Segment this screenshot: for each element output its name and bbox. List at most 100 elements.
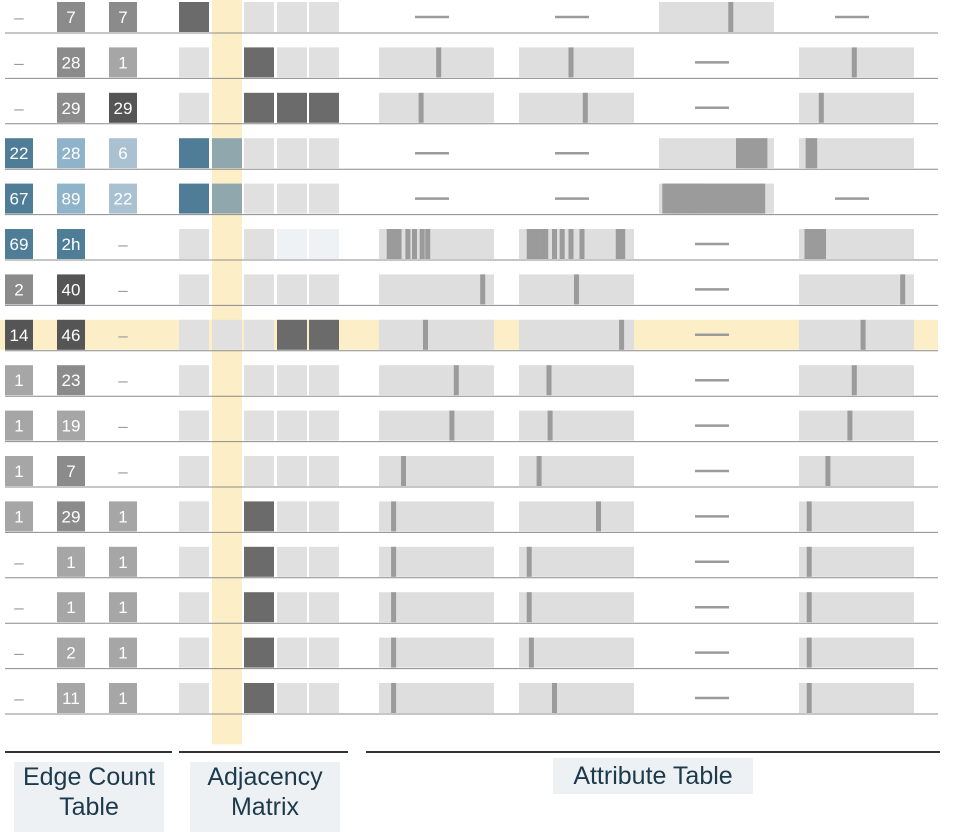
adjacency-cell — [277, 683, 307, 713]
adjacency-cell — [277, 138, 307, 169]
adjacency-cell — [277, 274, 307, 305]
edge-count-value: 1 — [14, 417, 23, 436]
table-row[interactable]: 1 29 1 — [5, 501, 938, 533]
edge-count-cell — [5, 138, 33, 169]
table-row[interactable]: – 28 1 — [5, 47, 938, 79]
adjacency-cell — [277, 365, 307, 396]
edge-count-value: 14 — [10, 326, 29, 345]
edge-count-value: 28 — [62, 53, 81, 72]
attribute-tick — [825, 456, 831, 486]
attribute-tick — [747, 183, 752, 214]
attribute-tick — [817, 229, 823, 259]
attribute-tick — [530, 229, 535, 259]
adjacency-cell — [309, 47, 339, 78]
adjacency-cell — [309, 229, 339, 259]
edge-count-value: 1 — [118, 53, 127, 72]
attribute-tick — [547, 410, 553, 441]
edge-count-label-line2: Table — [59, 793, 119, 821]
table-row[interactable]: – 1 1 — [5, 546, 938, 579]
edge-count-value: 1 — [14, 507, 23, 526]
attribute-tick — [559, 229, 565, 259]
attribute-tick — [543, 229, 549, 259]
adjacency-cell — [277, 319, 307, 350]
attribute-tick — [811, 229, 817, 259]
attribute-tick — [744, 138, 750, 169]
adjacency-cell — [179, 546, 209, 577]
table-row[interactable]: – 1 1 — [5, 592, 938, 624]
adjacency-cell — [309, 319, 339, 350]
attribute-tick — [436, 47, 442, 78]
edge-count-value: 69 — [10, 235, 29, 254]
edge-count-cell — [109, 637, 137, 668]
adjacency-cell — [309, 365, 339, 396]
table-row[interactable]: 2 40 – — [5, 274, 938, 306]
attribute-bar — [379, 501, 494, 532]
table-row[interactable]: –11 1 — [5, 683, 938, 715]
attribute-tick — [665, 183, 671, 214]
attribute-bar — [659, 2, 774, 32]
attribute-bar — [519, 546, 634, 577]
adjacency-cell — [309, 274, 339, 305]
attribute-bar — [799, 456, 914, 486]
edge-count-cell — [57, 183, 85, 214]
table-row[interactable]: 67 89 22 — [5, 183, 938, 216]
adjacency-cell — [277, 92, 307, 123]
edge-count-cell — [57, 274, 85, 305]
table-row[interactable]: – 29 29 — [5, 92, 938, 125]
edge-count-value: 23 — [62, 371, 81, 390]
attribute-tick — [552, 229, 557, 259]
edge-count-value: 28 — [62, 144, 81, 163]
adjacency-cell — [179, 47, 209, 78]
edge-count-cell — [109, 2, 137, 32]
adjacency-cell — [212, 319, 242, 350]
attribute-bar — [799, 92, 914, 123]
attribute-tick — [552, 683, 557, 713]
attribute-tick — [391, 546, 397, 577]
adjacency-cell — [277, 47, 307, 78]
attribute-bar — [519, 501, 634, 532]
edge-count-value: 1 — [14, 371, 23, 390]
attribute-tick — [568, 229, 574, 259]
attribute-tick — [662, 183, 668, 214]
adjacency-cell — [244, 183, 274, 214]
edge-count-empty: – — [14, 689, 24, 708]
table-row[interactable]: – 7 7 — [5, 2, 938, 34]
edge-count-cell — [5, 183, 33, 214]
table-row[interactable]: 22 28 6 — [5, 138, 938, 170]
highlighted-column-band — [212, 0, 242, 745]
table-row[interactable]: 1 19 – — [5, 410, 938, 443]
table-row[interactable]: 69 2h – — [5, 229, 938, 261]
edge-count-cell — [57, 365, 85, 396]
edge-count-value: 1 — [118, 598, 127, 617]
edge-count-cell — [57, 138, 85, 169]
attribute-tick — [808, 138, 814, 169]
adjacency-cell — [277, 501, 307, 532]
edge-count-cell — [57, 637, 85, 668]
adjacency-label-line2: Matrix — [230, 793, 300, 821]
attribute-tick — [425, 229, 431, 259]
attribute-tick — [533, 229, 539, 259]
table-row[interactable]: – 2 1 — [5, 637, 938, 670]
adjacency-cell — [309, 183, 339, 214]
adjacency-cell — [277, 546, 307, 577]
table-row[interactable]: 14 46 – — [5, 319, 938, 352]
adjacency-cell — [212, 138, 242, 169]
attribute-tick — [405, 229, 411, 259]
edge-count-cell — [109, 183, 137, 214]
table-row[interactable]: 1 23 – — [5, 365, 938, 397]
table-rows: – 7 7 – 28 1 – 29 29 22 28 6 67 89 22 69 2h – 2 40 – 14 46 – 1 23… — [5, 2, 938, 715]
adjacency-cell — [179, 319, 209, 350]
attribute-label-text: Attribute Table — [573, 762, 733, 790]
attribute-tick — [755, 183, 761, 214]
attribute-tick — [449, 410, 455, 441]
edge-count-value: 2 — [14, 280, 23, 299]
attribute-tick — [753, 138, 759, 169]
attribute-bar — [519, 319, 634, 350]
edge-count-value: 29 — [114, 99, 133, 118]
table-row[interactable]: 1 7 – — [5, 456, 938, 488]
attribute-tick — [419, 229, 425, 259]
edge-count-cell — [109, 592, 137, 623]
edge-count-cell — [57, 319, 85, 350]
adjacency-cell — [179, 410, 209, 441]
attribute-bar — [519, 47, 634, 78]
